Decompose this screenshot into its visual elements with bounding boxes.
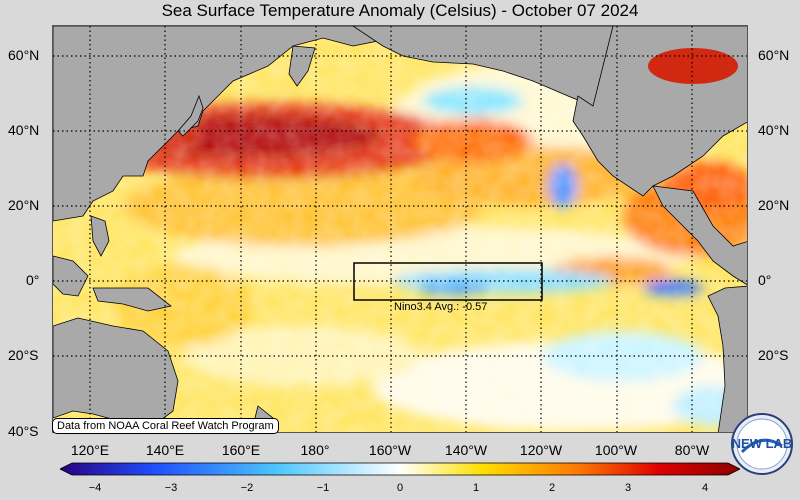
nino34-box	[353, 262, 543, 301]
lat-label-right-0: 0°	[758, 272, 772, 288]
lon-label-180: 180°	[300, 442, 330, 458]
lon-label-160e: 160°E	[221, 442, 261, 458]
colorbar	[60, 462, 740, 476]
lon-label-120e: 120°E	[70, 442, 110, 458]
lon-label-140e: 140°E	[145, 442, 185, 458]
nino34-average-label: Nino3.4 Avg.: -0.57	[394, 301, 488, 313]
colorbar-tick-2: 2	[548, 482, 556, 494]
colorbar-tick-neg3: −3	[164, 482, 178, 494]
colorbar-tick-neg4: −4	[88, 482, 102, 494]
warm-patch-canada	[648, 48, 738, 84]
colorbar-tick-3: 3	[624, 482, 632, 494]
data-attribution: Data from NOAA Coral Reef Watch Program	[52, 418, 279, 434]
lat-label-left-20n: 20°N	[8, 197, 40, 213]
lon-label-120w: 120°W	[519, 442, 563, 458]
lat-label-left-60n: 60°N	[8, 47, 40, 63]
colorbar-tick-neg1: −1	[316, 482, 330, 494]
land-philippines	[90, 215, 110, 257]
land-japan	[177, 94, 204, 137]
land-central-america	[652, 185, 747, 286]
lat-label-left-20s: 20°S	[8, 347, 39, 363]
lon-label-80w: 80°W	[674, 442, 710, 458]
colorbar-tick-4: 4	[701, 482, 709, 494]
new-lab-logo: NEW LAB	[731, 413, 793, 475]
lon-label-100w: 100°W	[594, 442, 638, 458]
colorbar-tick-0: 0	[396, 482, 404, 494]
land-kamchatka	[288, 45, 316, 87]
lat-label-left-40n: 40°N	[8, 122, 40, 138]
lat-label-right-20s: 20°S	[758, 347, 789, 363]
sst-anomaly-map	[52, 25, 748, 433]
colorbar-tick-1: 1	[472, 482, 480, 494]
map-canvas	[53, 26, 747, 432]
colorbar-tick-neg2: −2	[240, 482, 254, 494]
lat-label-right-60n: 60°N	[758, 47, 790, 63]
lon-label-140w: 140°W	[444, 442, 488, 458]
logo-text: NEW LAB	[732, 436, 793, 451]
lon-label-160w: 160°W	[368, 442, 412, 458]
land-south-america	[707, 285, 747, 432]
colorbar-gradient	[60, 462, 740, 476]
land-new-guinea	[92, 287, 172, 312]
land-borneo	[53, 255, 89, 297]
graticule	[53, 26, 747, 432]
lat-label-right-20n: 20°N	[758, 197, 790, 213]
lat-label-left-0: 0°	[26, 272, 40, 288]
lat-label-left-40s: 40°S	[8, 423, 39, 439]
map-title: Sea Surface Temperature Anomaly (Celsius…	[161, 1, 639, 20]
land-australia	[53, 317, 179, 427]
land-asia	[53, 26, 414, 222]
lat-label-right-40n: 40°N	[758, 122, 790, 138]
